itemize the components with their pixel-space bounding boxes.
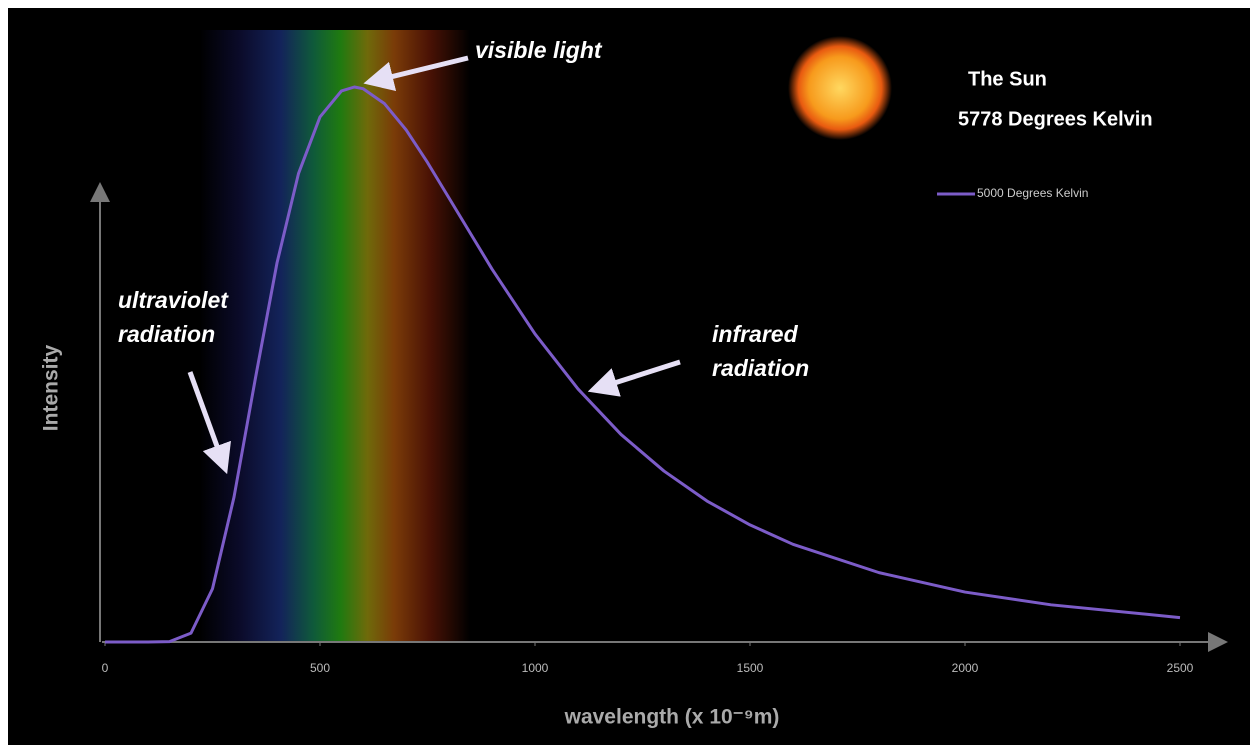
chart-title: The Sun (968, 68, 1047, 90)
annotation: radiation (118, 321, 215, 347)
x-tick-label: 1500 (737, 661, 764, 675)
annotation: infrared (712, 321, 799, 347)
annotation: radiation (712, 355, 809, 381)
data-line (105, 85, 1181, 644)
chart-subtitle: 5778 Degrees Kelvin (958, 108, 1153, 130)
arrow (363, 55, 469, 92)
x-tick-label: 500 (310, 661, 330, 675)
annotation: ultraviolet (118, 287, 229, 313)
x-tick-label: 2000 (952, 661, 979, 675)
x-tick-label: 0 (102, 661, 109, 675)
annotation: visible light (475, 37, 603, 63)
arrow (187, 371, 231, 475)
x-tick-label: 2500 (1167, 661, 1194, 675)
x-tick-label: 1000 (522, 661, 549, 675)
sun (788, 36, 892, 140)
x-axis-label: wavelength (x 10⁻⁹m) (564, 706, 780, 729)
visible-spectrum (200, 30, 470, 642)
y-axis-label: Intensity (40, 345, 63, 432)
legend-label: 5000 Degrees Kelvin (977, 186, 1088, 200)
arrow (587, 359, 681, 397)
